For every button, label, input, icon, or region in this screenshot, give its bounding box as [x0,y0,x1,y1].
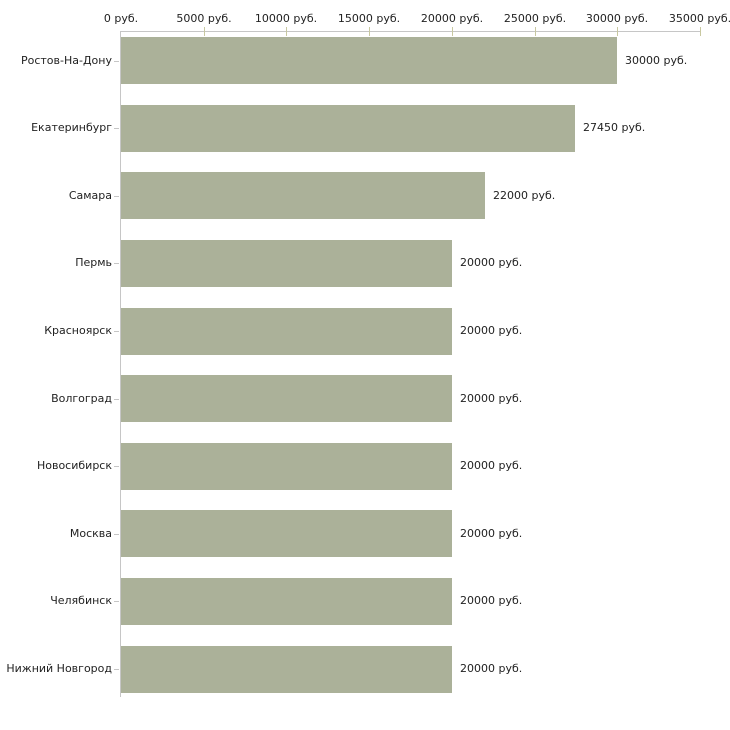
category-label: Волгоград [51,392,112,405]
category-tick [114,534,119,535]
x-axis-tick-label: 35000 руб. [668,12,730,25]
value-label: 20000 руб. [460,256,523,269]
category-tick [114,196,119,197]
bar-Волгоград[interactable] [121,375,452,422]
category-label: Красноярск [44,324,112,337]
x-axis-tick-label: 15000 руб. [337,12,401,25]
value-label: 22000 руб. [493,189,556,202]
category-tick [114,669,119,670]
category-label: Новосибирск [36,459,112,472]
value-label: 20000 руб. [460,594,523,607]
value-label: 20000 руб. [460,392,523,405]
category-label: Екатеринбург [31,121,112,134]
bar-Нижний Новгород[interactable] [121,646,452,693]
x-axis-tick-label: 0 руб. [103,12,139,25]
category-tick [114,331,119,332]
y-axis-line [120,31,121,697]
category-tick [114,263,119,264]
x-axis-tick [617,27,618,36]
value-label: 20000 руб. [460,459,523,472]
x-axis-tick-label: 5000 руб. [176,12,232,25]
bar-Пермь[interactable] [121,240,452,287]
bar-Новосибирск[interactable] [121,443,452,490]
x-axis-tick [369,27,370,36]
bar-Челябинск[interactable] [121,578,452,625]
bar-Москва[interactable] [121,510,452,557]
category-label: Челябинск [50,594,112,607]
category-label: Ростов-На-Дону [20,54,112,67]
category-label: Самара [68,189,112,202]
x-axis-tick-label: 25000 руб. [503,12,567,25]
bar-Самара[interactable] [121,172,485,219]
x-axis-tick [452,27,453,36]
x-axis-tick [700,27,701,36]
bar-Екатеринбург[interactable] [121,105,575,152]
x-axis-tick [286,27,287,36]
bar-Ростов-На-Дону[interactable] [121,37,617,84]
value-label: 20000 руб. [460,324,523,337]
category-tick [114,466,119,467]
x-axis-tick-label: 30000 руб. [585,12,649,25]
value-label: 30000 руб. [625,54,688,67]
category-tick [114,399,119,400]
x-axis-line [121,31,700,32]
x-axis-tick [204,27,205,36]
value-label: 20000 руб. [460,662,523,675]
value-label: 27450 руб. [583,121,646,134]
category-tick [114,61,119,62]
category-label: Пермь [75,256,112,269]
x-axis-tick-label: 20000 руб. [420,12,484,25]
category-label: Нижний Новгород [6,662,112,675]
value-label: 20000 руб. [460,527,523,540]
category-label: Москва [69,527,112,540]
category-tick [114,601,119,602]
category-tick [114,128,119,129]
x-axis-tick-label: 10000 руб. [254,12,318,25]
x-axis-tick [535,27,536,36]
bar-Красноярск[interactable] [121,308,452,355]
